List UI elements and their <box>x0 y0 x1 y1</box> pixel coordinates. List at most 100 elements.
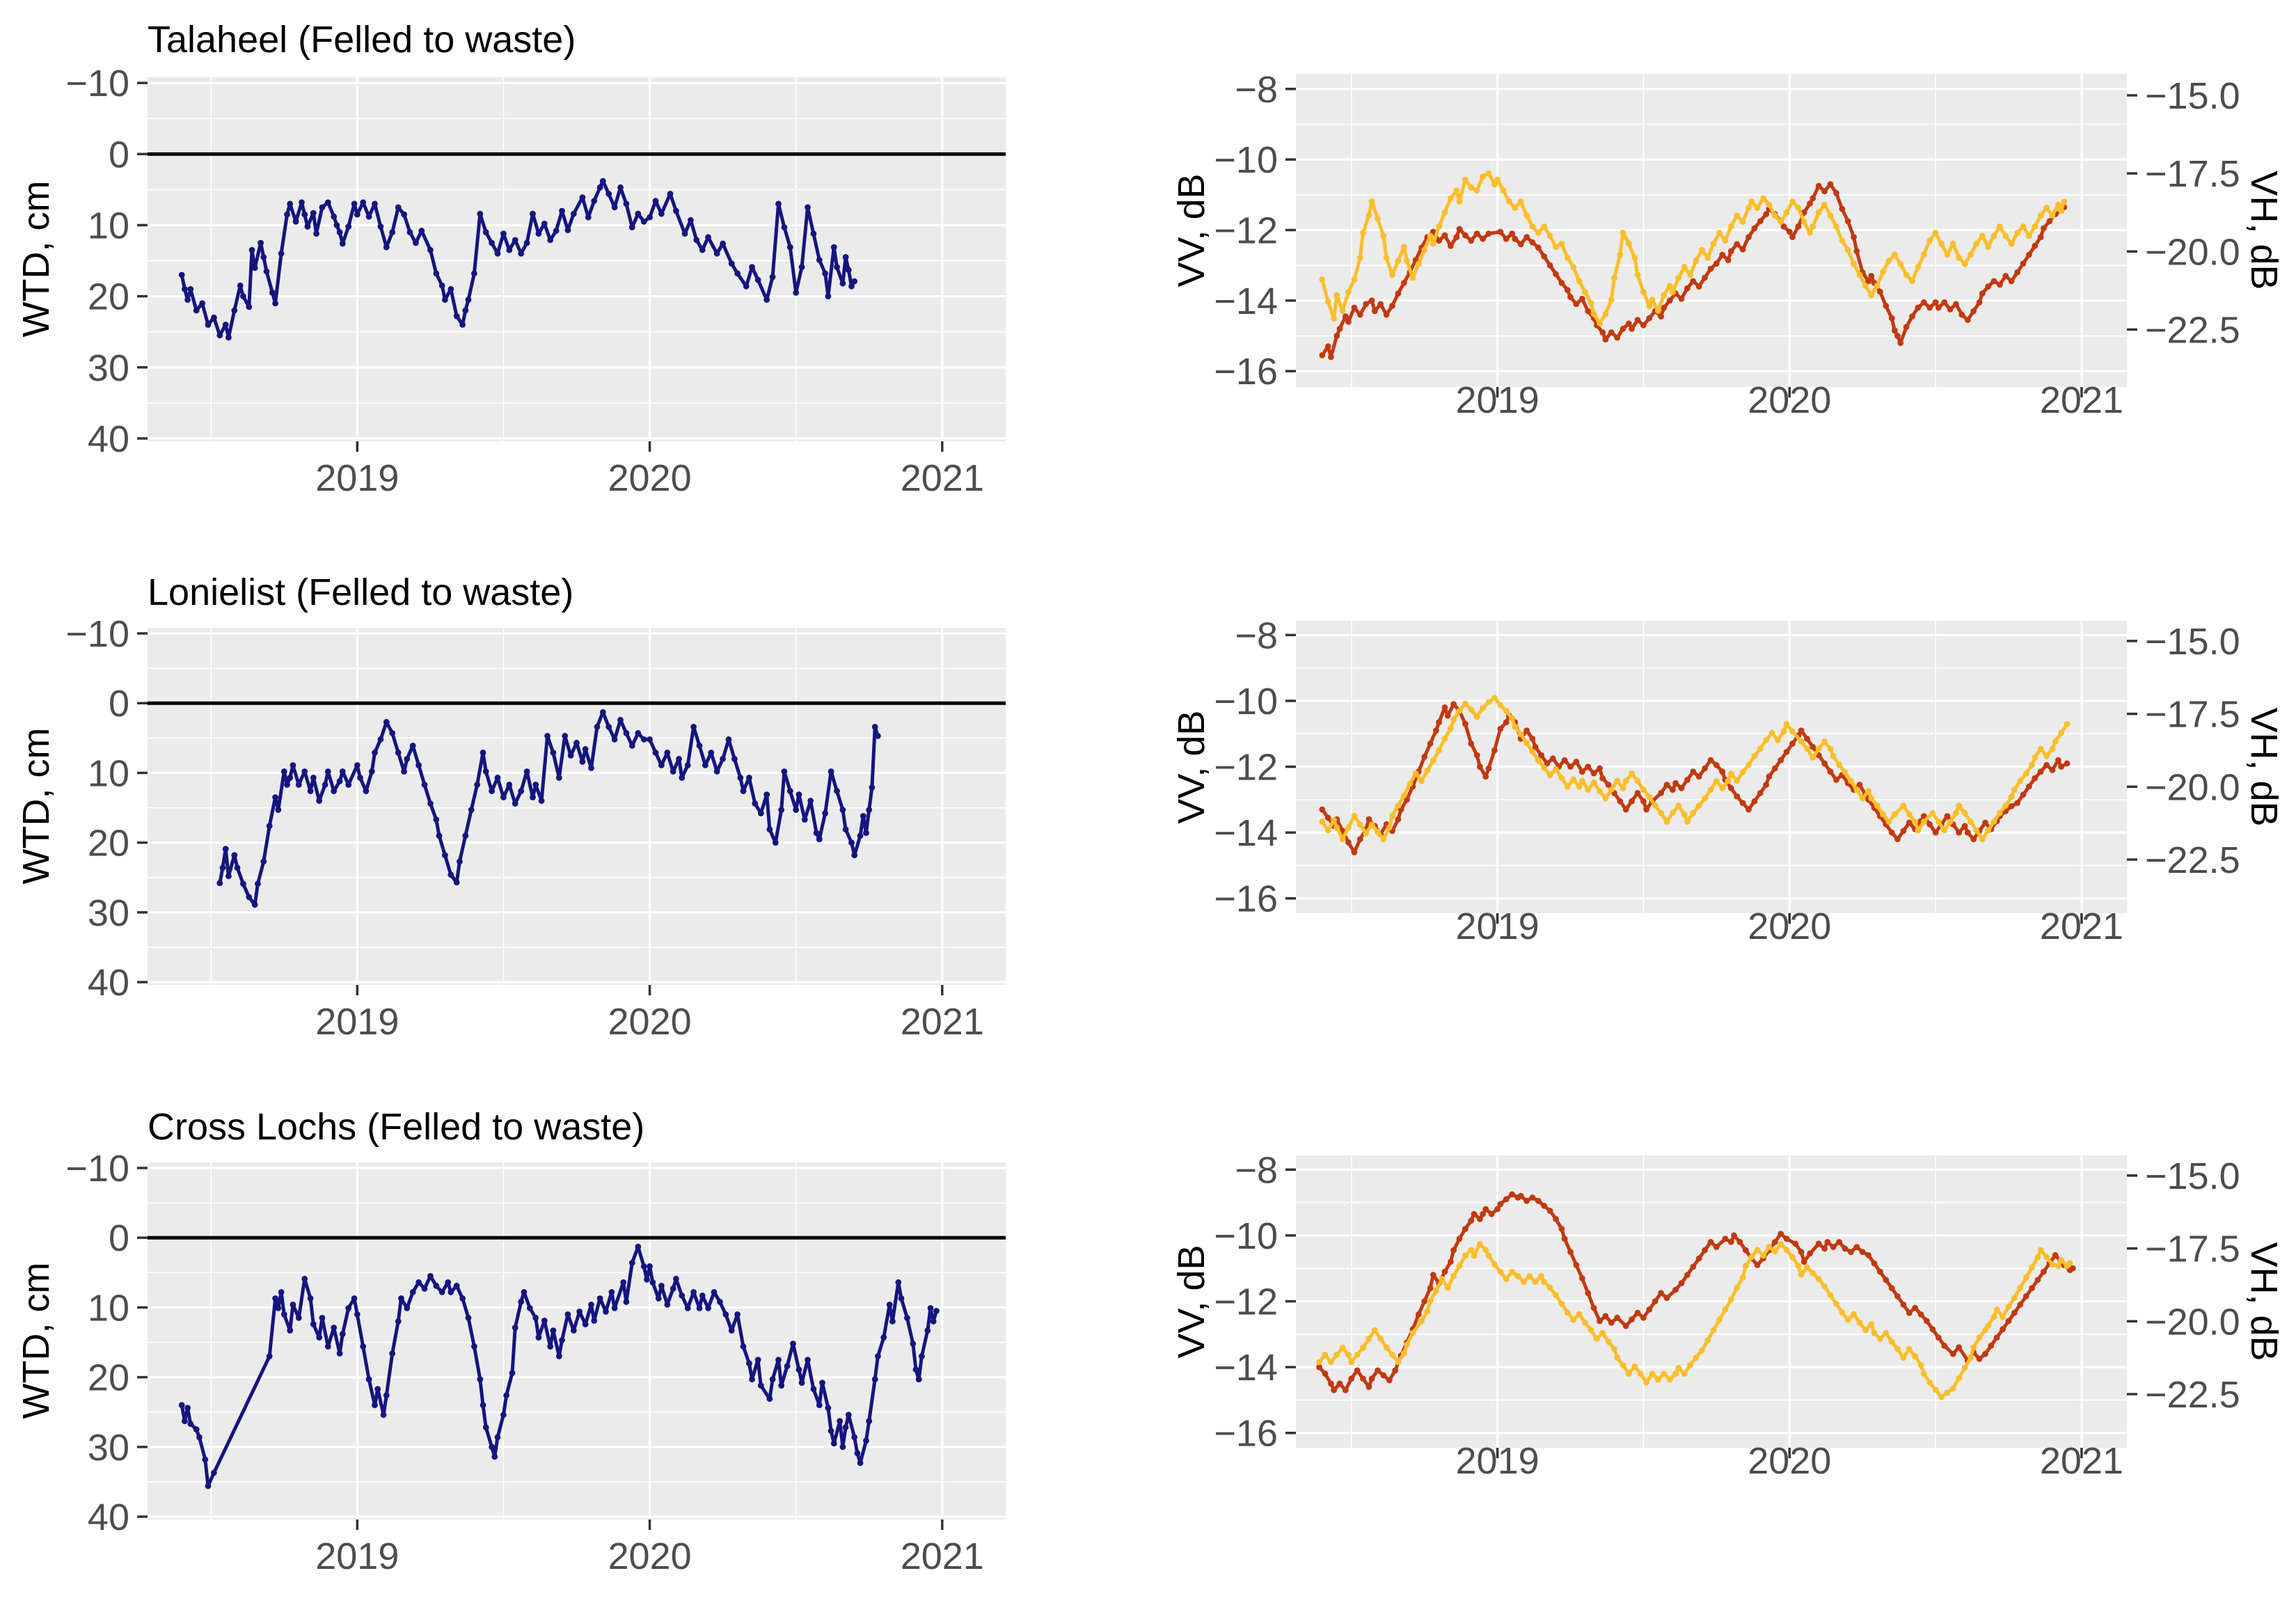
data-point <box>649 1279 656 1286</box>
data-point <box>1988 1343 1995 1349</box>
data-point <box>871 723 878 730</box>
data-point <box>1815 209 1822 216</box>
data-point <box>509 1370 516 1376</box>
data-point <box>1622 1322 1629 1329</box>
data-point <box>851 852 858 858</box>
data-point <box>1336 1380 1343 1387</box>
data-point <box>1900 1355 1907 1361</box>
data-point <box>1865 788 1871 794</box>
data-point <box>805 204 811 211</box>
data-point <box>1468 1247 1475 1254</box>
data-point <box>1932 1387 1939 1393</box>
data-point <box>2055 757 2061 764</box>
data-point <box>231 307 238 314</box>
y-tick-label: −12 <box>1214 210 1278 251</box>
data-point <box>1611 275 1617 281</box>
data-point <box>2014 230 2020 236</box>
data-point <box>541 221 548 227</box>
data-point <box>1649 1371 1656 1377</box>
x-tick-label: 2021 <box>2040 1440 2123 1482</box>
data-point <box>532 782 539 788</box>
data-point <box>251 264 258 271</box>
data-point <box>555 1353 562 1359</box>
data-point <box>278 250 285 257</box>
data-point <box>1523 740 1530 746</box>
data-point <box>1736 1239 1743 1245</box>
data-point <box>1643 806 1649 813</box>
data-point <box>608 1289 615 1295</box>
data-point <box>1558 1226 1565 1232</box>
data-point <box>889 1318 896 1325</box>
data-point <box>1473 752 1480 759</box>
data-point <box>1868 1321 1875 1327</box>
data-point <box>2017 1284 2024 1291</box>
data-point <box>389 729 396 736</box>
data-point <box>301 768 308 775</box>
data-point <box>1468 184 1475 191</box>
data-point <box>2029 761 2035 768</box>
data-point <box>1968 1355 1974 1361</box>
data-point <box>1342 1387 1349 1393</box>
data-point <box>1626 240 1632 247</box>
data-point <box>2034 1277 2041 1284</box>
data-point <box>1871 1329 1878 1336</box>
data-point <box>1815 745 1822 752</box>
data-point <box>521 1289 528 1295</box>
data-point <box>1576 783 1583 790</box>
data-point <box>316 1334 323 1341</box>
plot-panel <box>148 77 1006 441</box>
data-point <box>1699 1347 1705 1354</box>
data-point <box>1892 251 1898 258</box>
data-point <box>1546 772 1553 778</box>
data-point <box>1622 806 1629 813</box>
y-tick-label: −14 <box>1214 1347 1278 1389</box>
data-point <box>1926 1379 1933 1386</box>
y-tick-label: 20 <box>88 1357 129 1399</box>
data-point <box>1564 783 1571 790</box>
data-point <box>720 240 726 247</box>
y2-tick-label: −15.0 <box>2145 1155 2240 1197</box>
data-point <box>448 1289 454 1295</box>
data-point <box>1356 836 1363 842</box>
data-point <box>1497 228 1504 235</box>
data-point <box>582 745 589 752</box>
data-point <box>477 210 484 217</box>
x-tick-label: 2020 <box>1748 1440 1831 1482</box>
data-point <box>1734 241 1741 248</box>
data-point <box>1324 343 1331 350</box>
x-tick-label: 2020 <box>608 1001 691 1043</box>
data-point <box>1912 1353 1919 1359</box>
data-point <box>1578 295 1585 302</box>
data-point <box>1614 334 1621 341</box>
data-point <box>839 280 846 287</box>
data-point <box>1804 1264 1810 1271</box>
data-point <box>848 839 855 846</box>
data-point <box>1599 329 1606 335</box>
data-point <box>1415 1311 1422 1318</box>
data-point <box>1582 289 1588 295</box>
data-point <box>1468 741 1475 747</box>
data-point <box>810 230 817 237</box>
data-point <box>807 798 814 804</box>
data-point <box>1713 1244 1720 1250</box>
y-tick-label: 10 <box>88 205 129 246</box>
data-point <box>912 1366 919 1373</box>
data-point <box>1605 782 1612 788</box>
data-point <box>1471 1252 1478 1259</box>
data-point <box>275 1305 282 1311</box>
data-point <box>1450 716 1457 723</box>
data-point <box>1704 1337 1711 1343</box>
data-point <box>433 270 440 277</box>
data-point <box>395 1318 402 1325</box>
data-point <box>1322 1352 1329 1358</box>
data-point <box>459 322 466 328</box>
data-point <box>1371 308 1378 315</box>
data-point <box>1848 777 1854 784</box>
data-point <box>389 229 396 236</box>
data-point <box>1339 1344 1346 1351</box>
data-point <box>1915 304 1922 311</box>
data-point <box>1538 752 1544 759</box>
data-point <box>676 756 682 762</box>
data-point <box>1497 1268 1504 1275</box>
x-tick-label: 2019 <box>315 1535 399 1577</box>
